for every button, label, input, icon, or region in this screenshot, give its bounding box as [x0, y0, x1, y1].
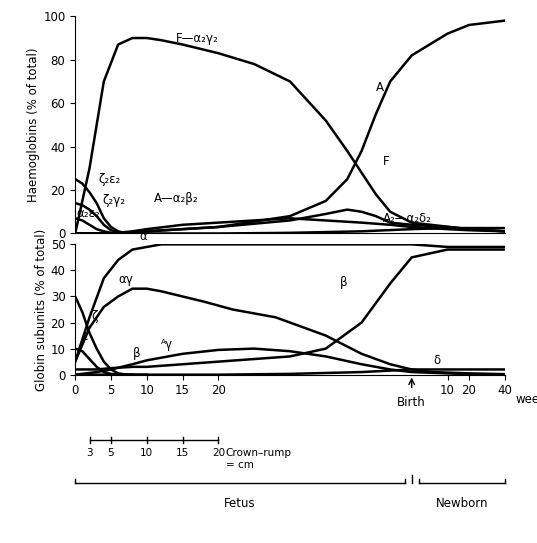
Text: 5: 5	[107, 448, 114, 458]
Text: F: F	[383, 155, 390, 168]
Text: β: β	[340, 276, 348, 289]
Text: α: α	[140, 230, 147, 243]
Text: Fetus: Fetus	[224, 497, 256, 510]
Text: α₂ε₂: α₂ε₂	[76, 207, 99, 220]
Y-axis label: Haemoglobins (% of total): Haemoglobins (% of total)	[27, 48, 40, 202]
Y-axis label: Globin subunits (% of total): Globin subunits (% of total)	[35, 229, 48, 390]
Text: ε: ε	[81, 330, 88, 343]
Text: Birth: Birth	[397, 395, 426, 408]
Text: 3: 3	[86, 448, 93, 458]
Text: β: β	[133, 348, 140, 361]
Text: 15: 15	[176, 448, 189, 458]
Text: Newborn: Newborn	[436, 497, 488, 510]
Text: A₂—α₂δ₂: A₂—α₂δ₂	[383, 212, 432, 225]
Text: weeks: weeks	[516, 393, 537, 406]
Text: ζ₂ε₂: ζ₂ε₂	[98, 173, 120, 186]
Text: 20: 20	[212, 448, 225, 458]
Text: 10: 10	[140, 448, 154, 458]
Text: ζ₂γ₂: ζ₂γ₂	[103, 194, 125, 207]
Text: F—α₂γ₂: F—α₂γ₂	[176, 31, 218, 45]
Text: A—α₂β₂: A—α₂β₂	[154, 192, 199, 205]
Text: δ: δ	[433, 354, 440, 367]
Text: ζ: ζ	[91, 310, 97, 323]
Text: ᴬγ: ᴬγ	[161, 338, 173, 351]
Text: Crown–rump
= cm: Crown–rump = cm	[226, 448, 292, 470]
Text: A: A	[376, 81, 384, 94]
Text: αγ: αγ	[118, 273, 133, 286]
